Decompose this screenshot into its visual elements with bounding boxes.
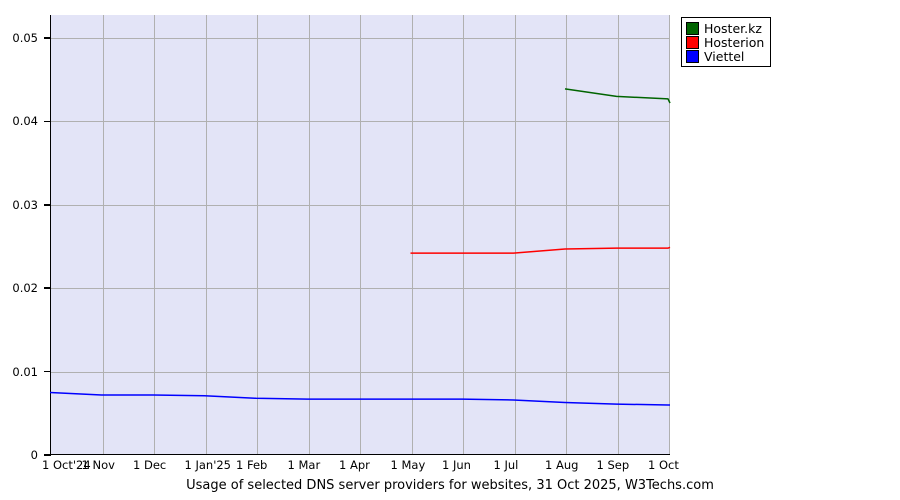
x-axis-tick-label: 1 May bbox=[390, 458, 426, 472]
gridline-vertical bbox=[617, 15, 619, 454]
plot-area bbox=[50, 15, 670, 455]
y-axis-tick-mark bbox=[44, 120, 51, 123]
legend-swatch-hosterion bbox=[686, 35, 699, 49]
series-line-viettel bbox=[49, 391, 670, 406]
x-axis-tick-label: 1 Mar bbox=[287, 458, 321, 472]
y-axis-tick-label: 0.01 bbox=[12, 364, 38, 379]
x-axis-tick-label: 1 Feb bbox=[236, 458, 268, 472]
gridline-vertical bbox=[205, 15, 207, 454]
legend-item[interactable]: Hoster.kz bbox=[686, 21, 764, 35]
x-axis-tick-label: 1 Aug bbox=[545, 458, 579, 472]
x-axis-tick-label: 1 Oct'24 bbox=[42, 458, 91, 472]
x-axis-tick-label: 1 Jun bbox=[442, 458, 471, 472]
gridline-vertical bbox=[360, 15, 361, 454]
gridline-vertical bbox=[669, 15, 670, 454]
x-axis-tick-label: 1 Jan'25 bbox=[184, 458, 232, 472]
y-axis-tick-mark bbox=[44, 37, 51, 39]
x-axis-tick-label: 1 Apr bbox=[339, 458, 370, 472]
y-axis-tick-label: 0 bbox=[30, 448, 38, 462]
y-axis-tick-label: 0.02 bbox=[12, 281, 38, 296]
y-axis-tick-mark bbox=[44, 204, 51, 206]
x-axis-tick-label: 1 Sep bbox=[596, 458, 630, 472]
y-axis-tick-label: 0.03 bbox=[12, 197, 38, 212]
legend-label-hoster-kz: Hoster.kz bbox=[704, 20, 762, 36]
x-axis-tick-label: 1 Nov bbox=[81, 458, 115, 472]
legend-label-viettel: Viettel bbox=[704, 48, 745, 64]
x-axis-tick-label: 1 Dec bbox=[133, 458, 167, 472]
legend: Hoster.kz Hosterion Viettel bbox=[681, 17, 772, 67]
series-line-hoster-kz bbox=[564, 88, 671, 104]
y-axis-tick-mark bbox=[44, 287, 51, 289]
legend-label-hosterion: Hosterion bbox=[704, 34, 765, 50]
y-axis-tick-mark bbox=[44, 454, 51, 456]
legend-item[interactable]: Hosterion bbox=[686, 35, 764, 49]
gridline-vertical bbox=[514, 15, 516, 454]
gridline-vertical bbox=[463, 15, 464, 454]
y-axis-tick-label: 0.05 bbox=[12, 31, 38, 45]
x-axis-tick-label: 1 Jul bbox=[493, 458, 519, 472]
x-axis-tick-label: 1 Oct bbox=[648, 458, 679, 472]
series-line-hosterion bbox=[410, 246, 671, 254]
legend-swatch-viettel bbox=[686, 49, 699, 63]
chart-caption: Usage of selected DNS server providers f… bbox=[186, 478, 714, 493]
gridline-vertical bbox=[411, 15, 413, 454]
legend-swatch-hoster-kz bbox=[686, 21, 699, 35]
series-lines bbox=[49, 88, 671, 406]
gridline-vertical bbox=[257, 15, 258, 454]
gridline-vertical bbox=[308, 15, 310, 454]
gridline-vertical bbox=[102, 15, 104, 454]
legend-item[interactable]: Viettel bbox=[686, 49, 764, 63]
gridline-vertical bbox=[566, 15, 567, 454]
gridline-vertical bbox=[154, 15, 155, 454]
y-axis-tick-mark bbox=[44, 370, 51, 373]
y-axis-tick-label: 0.04 bbox=[12, 114, 38, 129]
